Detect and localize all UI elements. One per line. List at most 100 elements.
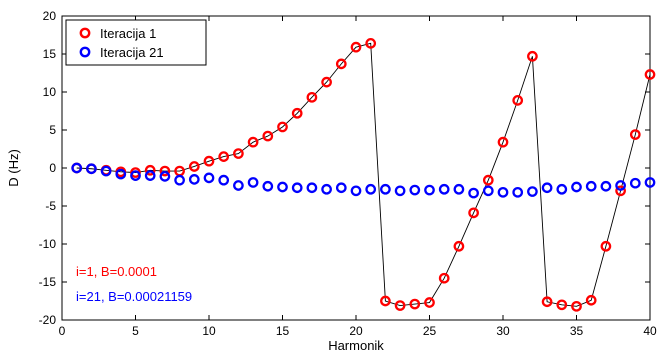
series-lines — [76, 42, 651, 307]
data-point-iteracija-1 — [512, 95, 524, 106]
data-point-iteracija-1 — [203, 155, 215, 167]
data-point-iteracija-21 — [571, 181, 582, 193]
series-markers — [71, 38, 656, 312]
x-tick-label: 15 — [276, 324, 290, 338]
legend-label-iteracija-1: Iteracija 1 — [100, 26, 156, 41]
x-tick-label: 20 — [349, 324, 363, 338]
data-point-iteracija-1 — [571, 300, 582, 312]
data-point-iteracija-1 — [144, 164, 156, 176]
data-point-iteracija-1 — [615, 185, 626, 197]
data-point-iteracija-1 — [350, 41, 362, 53]
plot-frame — [61, 15, 651, 321]
data-point-iteracija-1 — [600, 240, 612, 252]
data-point-iteracija-1 — [644, 69, 656, 80]
data-point-iteracija-1 — [380, 295, 391, 307]
data-point-iteracija-21 — [409, 184, 421, 196]
data-point-iteracija-21 — [482, 185, 494, 197]
data-point-iteracija-21 — [497, 186, 509, 198]
data-point-iteracija-21 — [218, 174, 230, 186]
data-point-iteracija-21 — [71, 162, 83, 174]
data-point-iteracija-21 — [629, 177, 641, 189]
y-tick-label: 10 — [43, 85, 57, 99]
data-point-iteracija-1 — [541, 296, 553, 308]
data-point-iteracija-21 — [115, 168, 127, 180]
x-tick-label: 10 — [202, 324, 216, 338]
data-point-iteracija-21 — [424, 184, 435, 196]
x-tick-label: 5 — [132, 324, 139, 338]
data-point-iteracija-1 — [556, 299, 568, 311]
x-tick-label: 25 — [423, 324, 437, 338]
data-point-iteracija-1 — [321, 76, 332, 88]
y-tick-label: -15 — [39, 275, 57, 289]
series-line-iteracija-1 — [76, 42, 651, 307]
legend: Iteracija 1 Iteracija 21 — [65, 19, 207, 66]
data-point-iteracija-1 — [394, 300, 406, 311]
data-point-iteracija-21 — [556, 183, 568, 195]
data-point-iteracija-1 — [306, 91, 318, 103]
data-point-iteracija-1 — [468, 207, 479, 219]
data-point-iteracija-1 — [585, 294, 597, 306]
data-point-iteracija-21 — [86, 163, 97, 175]
data-point-iteracija-21 — [203, 172, 215, 184]
data-point-iteracija-21 — [453, 183, 465, 195]
data-point-iteracija-21 — [394, 185, 406, 197]
data-point-iteracija-21 — [600, 180, 612, 192]
data-point-iteracija-1 — [335, 58, 347, 70]
y-tick-label: 20 — [43, 9, 57, 23]
x-axis-title: Harmonik — [328, 338, 384, 353]
data-point-iteracija-21 — [291, 182, 303, 194]
data-point-iteracija-1 — [497, 136, 509, 148]
data-point-iteracija-21 — [541, 182, 553, 194]
data-point-iteracija-1 — [247, 136, 259, 148]
data-point-iteracija-1 — [453, 240, 465, 252]
x-tick-label: 40 — [643, 324, 657, 338]
data-point-iteracija-21 — [247, 177, 259, 188]
data-point-iteracija-21 — [615, 180, 626, 191]
x-tick-label: 0 — [59, 324, 66, 338]
data-point-iteracija-1 — [527, 50, 538, 62]
data-point-iteracija-1 — [438, 272, 450, 284]
data-point-iteracija-21 — [306, 182, 318, 194]
legend-label-iteracija-21: Iteracija 21 — [100, 45, 164, 60]
data-point-iteracija-1 — [291, 107, 303, 119]
data-point-iteracija-21 — [380, 183, 391, 195]
data-point-iteracija-1 — [233, 148, 244, 159]
data-point-iteracija-21 — [527, 186, 538, 197]
annotation-iteration-21: i=21, B=0.00021159 — [76, 289, 192, 304]
data-point-iteracija-21 — [350, 185, 362, 197]
legend-box — [65, 19, 207, 66]
y-tick-label: -10 — [39, 237, 57, 251]
y-axis-title: D (Hz) — [6, 149, 21, 187]
data-point-iteracija-21 — [277, 181, 288, 193]
data-point-iteracija-21 — [644, 177, 656, 188]
x-tick-label: 35 — [570, 324, 584, 338]
data-point-iteracija-1 — [409, 298, 421, 310]
data-point-iteracija-21 — [512, 186, 524, 198]
data-point-iteracija-1 — [218, 151, 230, 162]
y-tick-label: 15 — [43, 47, 57, 61]
legend-marker-iteracija-21 — [79, 46, 91, 58]
data-point-iteracija-1 — [159, 165, 171, 177]
data-point-iteracija-21 — [321, 183, 332, 195]
data-point-iteracija-1 — [262, 130, 274, 142]
data-point-iteracija-21 — [262, 180, 274, 192]
y-tick-label: 0 — [49, 161, 56, 175]
y-tick-label: 5 — [49, 123, 56, 137]
data-point-iteracija-21 — [468, 187, 479, 199]
data-point-iteracija-21 — [100, 165, 112, 177]
data-point-iteracija-1 — [277, 121, 288, 133]
axes: 0 5 10 15 20 25 30 35 40 -20 -15 -10 -5 0 5 10 15 20 — [39, 9, 657, 338]
data-point-iteracija-21 — [585, 180, 597, 192]
annotation-iteration-1: i=1, B=0.0001 — [76, 264, 157, 279]
data-point-iteracija-21 — [130, 170, 141, 181]
data-point-iteracija-21 — [188, 174, 200, 185]
data-point-iteracija-1 — [188, 161, 200, 172]
x-tick-label: 30 — [496, 324, 510, 338]
data-point-iteracija-21 — [438, 183, 450, 195]
data-point-iteracija-1 — [482, 174, 494, 186]
legend-marker-iteracija-1 — [79, 27, 91, 39]
data-point-iteracija-1 — [365, 38, 377, 49]
data-point-iteracija-21 — [159, 171, 171, 182]
